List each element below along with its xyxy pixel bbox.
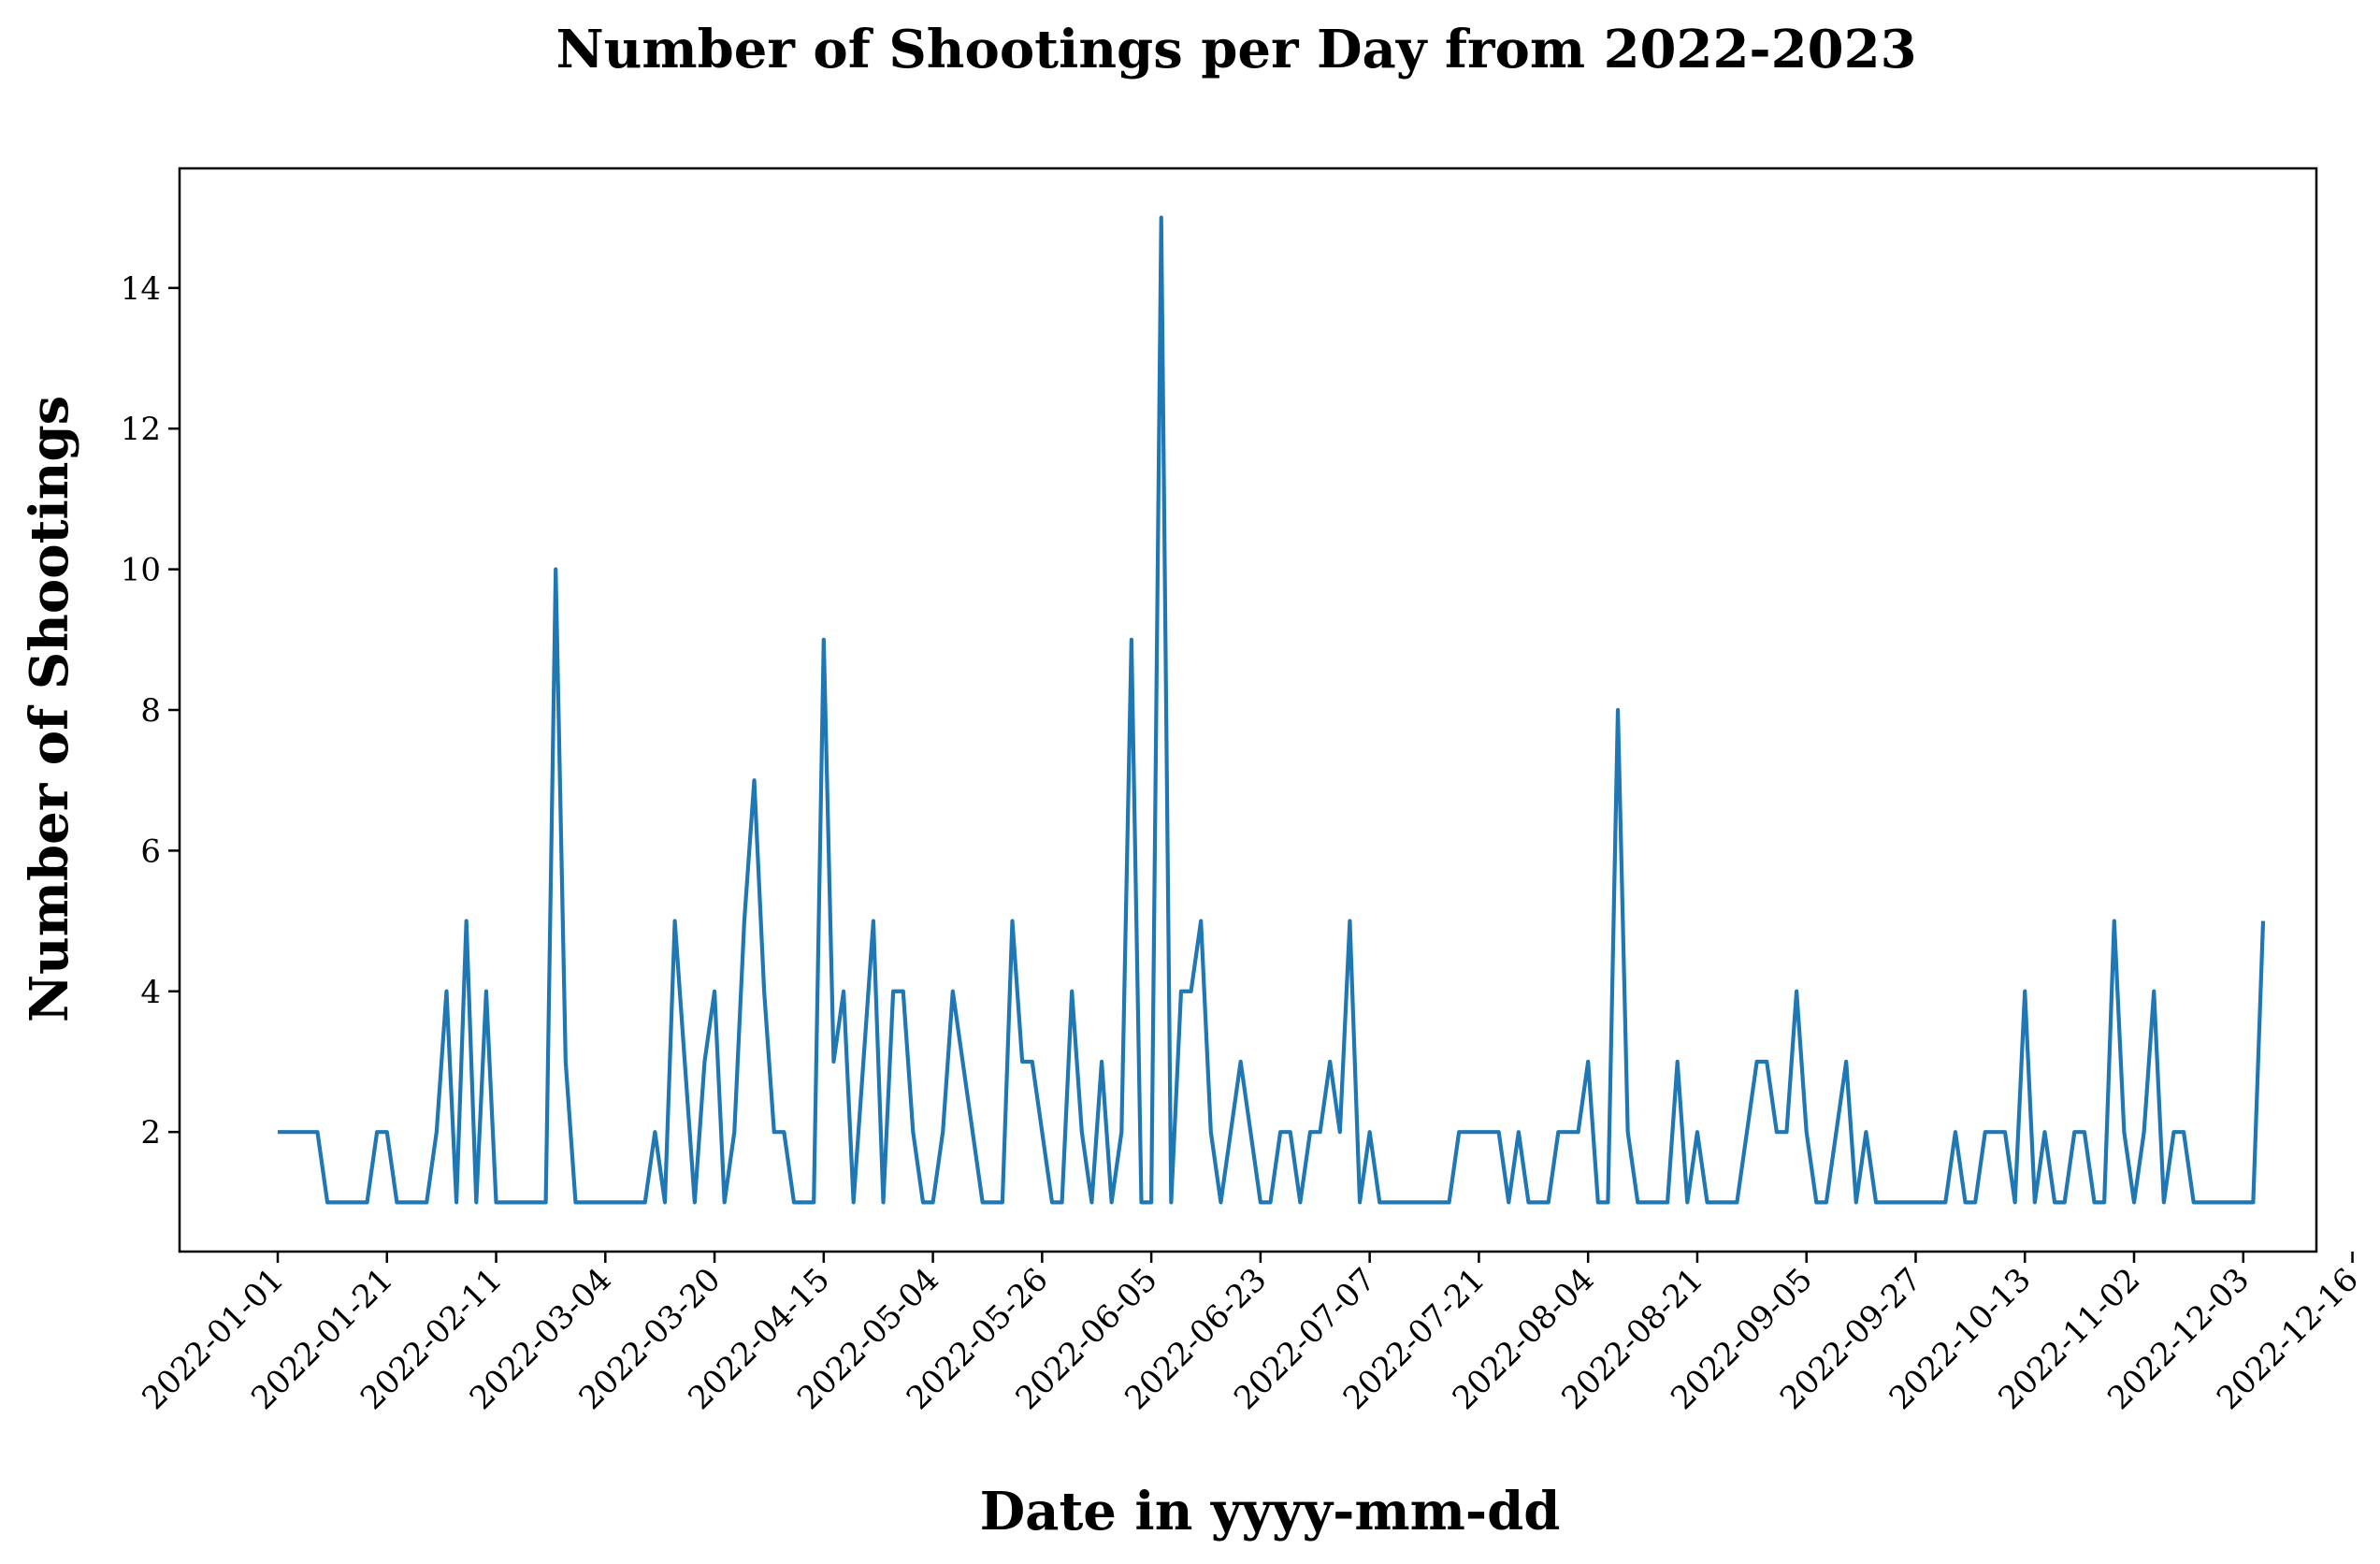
y-tick-label: 2 [140, 1114, 161, 1151]
y-tick-label: 4 [140, 974, 161, 1011]
plot-area: 24681012142022-01-012022-01-212022-02-11… [121, 167, 2366, 1417]
y-axis-label: Number of Shootings [19, 396, 80, 1022]
x-axis-label: Date in yyyy-mm-dd [980, 1481, 1561, 1542]
chart-title: Number of Shootings per Day from 2022-20… [555, 19, 1916, 80]
series-line [278, 215, 2266, 1205]
y-tick-label: 8 [140, 692, 161, 730]
y-tick-label: 12 [121, 411, 161, 448]
y-tick-label: 10 [121, 552, 161, 589]
y-tick-label: 14 [121, 270, 161, 308]
plot-frame [178, 167, 2318, 1253]
y-tick-label: 6 [140, 833, 161, 870]
